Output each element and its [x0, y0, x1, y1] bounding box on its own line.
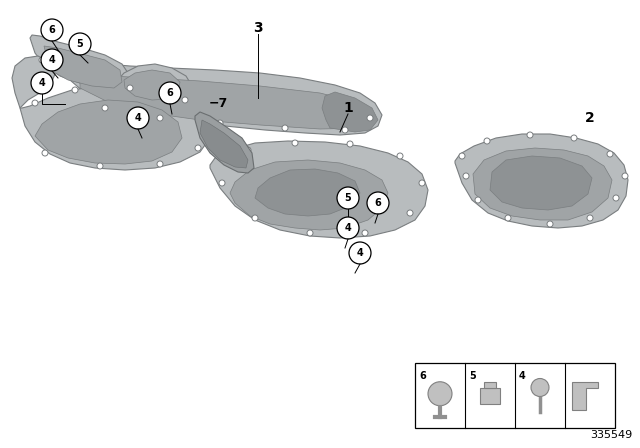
Circle shape	[607, 151, 613, 157]
Text: 6: 6	[166, 88, 173, 98]
Text: 2: 2	[585, 111, 595, 125]
Circle shape	[72, 87, 78, 93]
Circle shape	[282, 125, 288, 131]
Circle shape	[307, 230, 313, 236]
Circle shape	[587, 215, 593, 221]
Text: 6: 6	[374, 198, 381, 208]
Circle shape	[157, 161, 163, 167]
Polygon shape	[322, 92, 378, 132]
Circle shape	[127, 85, 133, 91]
Polygon shape	[455, 134, 628, 228]
Polygon shape	[80, 76, 375, 129]
Text: 335549: 335549	[589, 430, 632, 440]
Polygon shape	[124, 70, 180, 100]
Polygon shape	[116, 64, 192, 106]
Circle shape	[362, 230, 368, 236]
Text: 1: 1	[343, 101, 353, 115]
Text: 6: 6	[49, 25, 56, 35]
Polygon shape	[572, 382, 598, 409]
Text: 5: 5	[344, 193, 351, 203]
Polygon shape	[195, 112, 254, 173]
Circle shape	[69, 33, 91, 55]
Circle shape	[217, 120, 223, 126]
Circle shape	[407, 210, 413, 216]
Circle shape	[367, 115, 373, 121]
Circle shape	[42, 150, 48, 156]
Circle shape	[622, 173, 628, 179]
Bar	[480, 388, 500, 404]
Circle shape	[202, 120, 208, 126]
Text: 3: 3	[253, 21, 263, 35]
Polygon shape	[473, 148, 612, 220]
Circle shape	[41, 49, 63, 71]
Text: 5: 5	[469, 371, 476, 381]
Text: 5: 5	[77, 39, 83, 49]
Text: 4: 4	[356, 248, 364, 258]
Circle shape	[102, 105, 108, 111]
Polygon shape	[200, 120, 248, 168]
Circle shape	[367, 192, 389, 214]
Text: 4: 4	[38, 78, 45, 88]
Circle shape	[337, 217, 359, 239]
Circle shape	[613, 195, 619, 201]
Circle shape	[97, 163, 103, 169]
Text: 4: 4	[344, 223, 351, 233]
Circle shape	[463, 173, 469, 179]
Polygon shape	[30, 35, 130, 90]
Polygon shape	[210, 141, 428, 238]
Circle shape	[252, 215, 258, 221]
Text: 4: 4	[134, 113, 141, 123]
Circle shape	[349, 242, 371, 264]
Polygon shape	[12, 56, 55, 108]
Circle shape	[31, 72, 53, 94]
Circle shape	[157, 115, 163, 121]
Circle shape	[342, 127, 348, 133]
Circle shape	[484, 138, 490, 144]
Circle shape	[531, 379, 549, 396]
Bar	[484, 382, 496, 388]
Circle shape	[245, 147, 251, 153]
Circle shape	[39, 57, 45, 63]
Text: 4: 4	[519, 371, 525, 381]
Circle shape	[195, 145, 201, 151]
Circle shape	[182, 97, 188, 103]
Polygon shape	[44, 46, 122, 88]
Polygon shape	[20, 86, 210, 170]
Polygon shape	[50, 55, 382, 135]
Circle shape	[219, 180, 225, 186]
Circle shape	[459, 153, 465, 159]
Circle shape	[547, 221, 553, 227]
Circle shape	[428, 382, 452, 406]
Circle shape	[571, 135, 577, 141]
Bar	[415, 363, 615, 428]
Polygon shape	[35, 100, 182, 164]
Circle shape	[159, 82, 181, 104]
Circle shape	[347, 141, 353, 147]
Circle shape	[127, 107, 149, 129]
Circle shape	[475, 197, 481, 203]
Circle shape	[397, 153, 403, 159]
Circle shape	[41, 19, 63, 41]
Circle shape	[337, 187, 359, 209]
Circle shape	[292, 140, 298, 146]
Polygon shape	[230, 160, 388, 230]
Text: 4: 4	[49, 55, 56, 65]
Polygon shape	[255, 169, 360, 216]
Polygon shape	[490, 156, 592, 210]
Circle shape	[527, 132, 533, 138]
Circle shape	[505, 215, 511, 221]
Text: −7: −7	[209, 96, 228, 109]
Text: 6: 6	[419, 371, 426, 381]
Circle shape	[419, 180, 425, 186]
Circle shape	[32, 100, 38, 106]
